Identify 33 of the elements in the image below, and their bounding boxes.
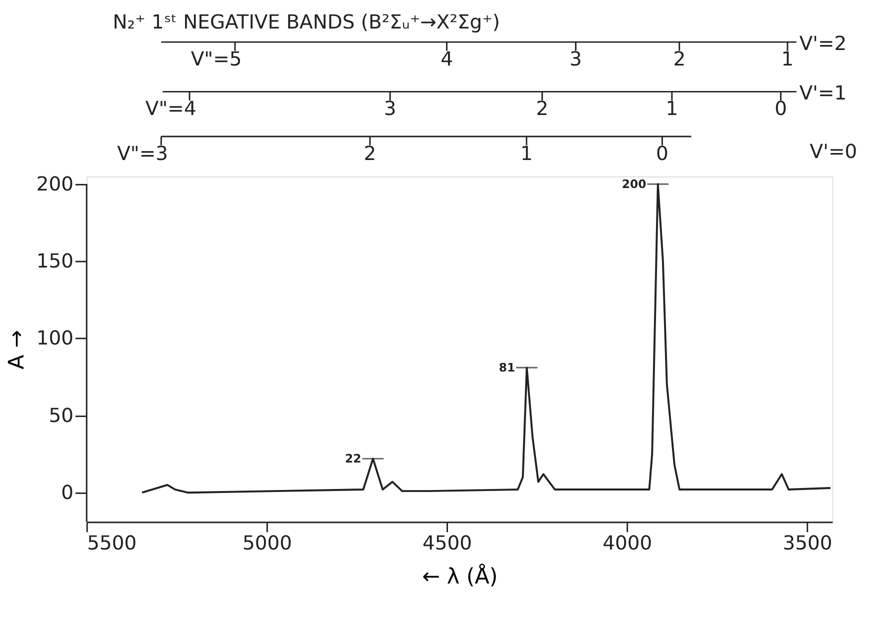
x-axis-title: ← λ (Å) (422, 564, 498, 590)
text: V'=1 (799, 81, 847, 104)
x-tick-label: 4500 (422, 532, 472, 555)
y-tick-label: 200 (36, 172, 74, 196)
text: 4 (440, 47, 453, 70)
x-tick-label: 3500 (782, 532, 832, 555)
x-tick-label: 4000 (602, 532, 652, 555)
text: 1 (520, 142, 533, 165)
y-tick-label: 50 (48, 404, 74, 427)
x-tick-label: 5000 (242, 532, 292, 555)
text: 0 (774, 97, 787, 120)
text: 1 (781, 47, 794, 70)
y-axis-title: A → (4, 330, 30, 370)
text: V"=3 (117, 142, 168, 165)
text: 1 (666, 97, 678, 120)
data-label: 200 (622, 176, 646, 191)
text: 3 (570, 47, 582, 70)
data-label: 81 (498, 360, 516, 375)
text: V"=4 (145, 97, 196, 120)
text: 0 (656, 142, 668, 165)
text: 2 (364, 142, 376, 165)
text: 2 (536, 97, 548, 120)
data-label: 22 (345, 452, 362, 466)
x-tick-label: 5500 (87, 532, 137, 555)
y-tick-label: 0 (61, 480, 74, 504)
y-tick-label: 100 (36, 326, 74, 350)
text: V"=5 (190, 47, 242, 70)
text: 2 (673, 47, 686, 70)
text: V'=0 (810, 140, 858, 163)
y-tick-label: 150 (36, 250, 74, 273)
text: 3 (384, 97, 396, 120)
text: V'=2 (799, 32, 847, 55)
chart-title: N₂⁺ 1ˢᵗ NEGATIVE BANDS (B²Σᵤ⁺→X²Σg⁺) (112, 10, 500, 34)
